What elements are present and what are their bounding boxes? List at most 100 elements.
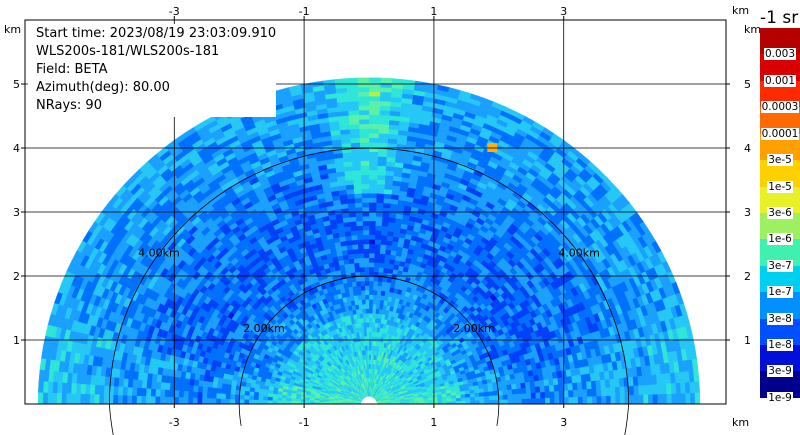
field-cell xyxy=(596,387,602,397)
field-cell xyxy=(374,229,382,236)
field-cell xyxy=(353,193,362,199)
field-cell xyxy=(350,142,361,148)
field-cell xyxy=(378,257,385,264)
field-cell xyxy=(358,253,365,259)
field-cell xyxy=(577,396,584,404)
field-cell xyxy=(348,258,355,265)
field-cell xyxy=(384,286,391,293)
field-cell xyxy=(349,267,356,274)
field-cell xyxy=(633,394,640,404)
field-cell xyxy=(474,396,480,401)
field-cell xyxy=(614,386,621,396)
field-cell xyxy=(350,276,357,283)
field-cell xyxy=(521,398,527,404)
field-cell xyxy=(563,390,569,398)
field-cell xyxy=(357,243,364,250)
field-cell xyxy=(371,317,376,323)
field-cell xyxy=(368,243,375,249)
field-cell xyxy=(368,165,378,171)
field-cell xyxy=(334,78,347,85)
field-cell xyxy=(483,391,490,397)
field-cell xyxy=(348,216,357,223)
field-cell xyxy=(368,95,381,102)
field-cell xyxy=(349,133,360,139)
field-cell xyxy=(521,392,527,399)
field-cell xyxy=(375,211,383,217)
field-cell xyxy=(384,179,394,186)
field-cell xyxy=(670,382,677,394)
field-cell xyxy=(553,384,560,392)
field-cell xyxy=(368,123,380,129)
field-cell xyxy=(368,266,375,272)
field-cell xyxy=(346,244,353,251)
field-cell xyxy=(662,393,668,404)
field-cell xyxy=(374,239,381,245)
field-cell xyxy=(368,142,379,148)
field-cell xyxy=(378,267,384,273)
field-cell xyxy=(512,398,518,404)
field-cell xyxy=(590,380,597,389)
field-cell xyxy=(568,396,574,404)
field-cell xyxy=(351,160,361,167)
field-cell xyxy=(605,387,612,397)
field-cell xyxy=(526,398,532,404)
field-cell xyxy=(346,86,359,93)
field-cell xyxy=(525,387,532,394)
field-cell xyxy=(357,86,370,93)
field-cell xyxy=(378,109,391,116)
field-cell xyxy=(516,398,523,404)
field-cell xyxy=(355,220,363,227)
field-cell xyxy=(488,395,495,401)
field-cell xyxy=(469,396,476,401)
field-cell xyxy=(469,392,476,398)
beta-field-heatmap xyxy=(37,77,701,404)
field-cell xyxy=(346,91,359,98)
field-cell xyxy=(365,317,370,323)
field-cell xyxy=(595,379,602,389)
field-cell xyxy=(549,390,555,399)
field-cell xyxy=(554,397,560,404)
field-cell xyxy=(346,198,355,204)
field-cell xyxy=(693,369,700,382)
field-cell xyxy=(368,331,372,337)
field-cell xyxy=(680,381,686,394)
field-cell xyxy=(346,249,354,255)
field-cell xyxy=(358,109,370,116)
field-cell xyxy=(628,385,635,396)
field-cell xyxy=(359,151,370,157)
field-cell xyxy=(378,123,390,130)
field-cell xyxy=(366,340,370,346)
field-cell xyxy=(368,100,380,106)
field-cell xyxy=(373,253,380,259)
field-cell xyxy=(374,243,381,250)
field-cell xyxy=(357,77,370,83)
field-cell xyxy=(530,392,537,399)
field-cell xyxy=(368,188,377,194)
field-cell xyxy=(493,394,499,400)
field-cell xyxy=(377,280,383,287)
field-cell xyxy=(351,165,361,171)
field-cell xyxy=(350,151,361,158)
field-cell xyxy=(629,394,635,404)
field-cell xyxy=(386,277,392,284)
field-cell xyxy=(348,211,356,218)
field-cell xyxy=(379,295,385,301)
field-cell xyxy=(604,378,611,388)
field-cell xyxy=(368,345,372,351)
field-cell xyxy=(368,128,380,134)
field-cell xyxy=(347,100,359,107)
field-cell xyxy=(368,262,375,268)
field-cell xyxy=(361,188,370,194)
field-cell xyxy=(652,383,658,395)
field-cell xyxy=(368,77,381,83)
field-cell xyxy=(378,262,385,269)
field-cell xyxy=(647,384,654,395)
field-cell xyxy=(361,192,370,199)
field-cell xyxy=(368,276,374,282)
field-cell xyxy=(380,239,387,246)
field-cell xyxy=(353,262,360,269)
field-cell xyxy=(351,156,361,162)
field-cell xyxy=(368,234,376,240)
field-cell xyxy=(368,229,376,236)
field-cell xyxy=(368,174,378,180)
